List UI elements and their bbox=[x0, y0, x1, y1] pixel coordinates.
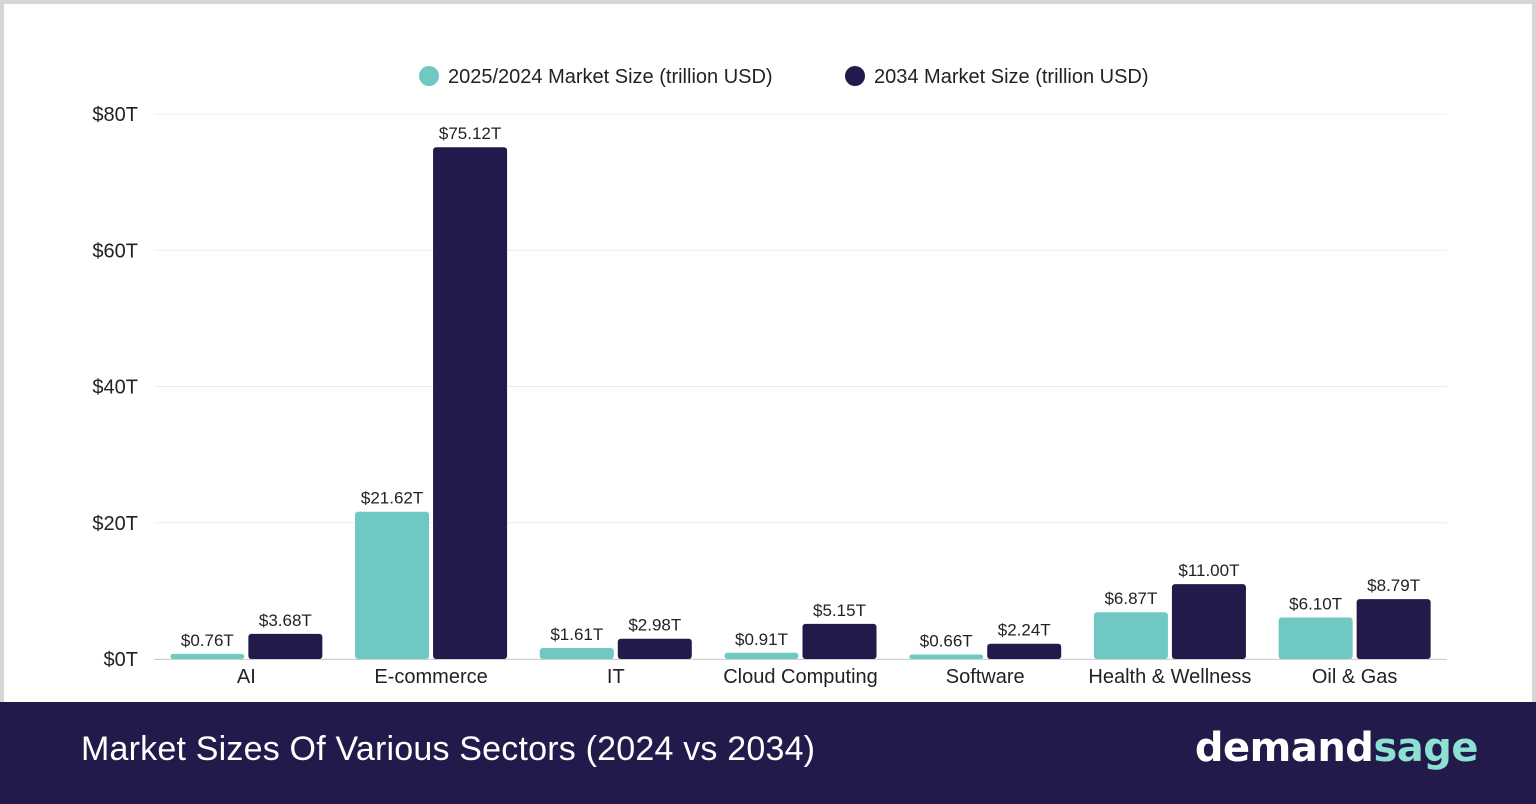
x-tick-label: AI bbox=[237, 666, 256, 688]
x-tick-label: Oil & Gas bbox=[1312, 666, 1398, 688]
bar-series1 bbox=[909, 654, 984, 659]
footer-banner: Market Sizes Of Various Sectors (2024 vs… bbox=[0, 702, 1536, 804]
data-label: $1.61T bbox=[550, 625, 603, 644]
data-label: $3.68T bbox=[259, 611, 312, 630]
x-tick-label: Health & Wellness bbox=[1088, 666, 1251, 688]
chart-title: Market Sizes Of Various Sectors (2024 vs… bbox=[81, 730, 816, 768]
data-label: $75.12T bbox=[439, 124, 501, 143]
bar-series2 bbox=[1171, 584, 1246, 659]
bar-series1 bbox=[1278, 617, 1353, 659]
data-label: $11.00T bbox=[1178, 561, 1239, 580]
legend-swatch-series2 bbox=[845, 66, 865, 86]
bar-series1 bbox=[724, 652, 799, 659]
legend: 2025/2024 Market Size (trillion USD) 2034… bbox=[419, 66, 1149, 88]
y-tick-label: $0T bbox=[104, 649, 138, 671]
legend-swatch-series1 bbox=[419, 66, 439, 86]
bar-series1 bbox=[539, 648, 614, 659]
data-label: $0.76T bbox=[181, 631, 234, 650]
bar-series1 bbox=[1093, 612, 1168, 659]
x-tick-label: Cloud Computing bbox=[723, 666, 878, 688]
grid-lines bbox=[154, 113, 1447, 660]
x-tick-label: IT bbox=[607, 666, 625, 688]
y-tick-label: $40T bbox=[92, 377, 138, 399]
y-tick-label: $20T bbox=[92, 513, 138, 535]
brand-logo-part2: sage bbox=[1373, 725, 1478, 771]
bar-series2 bbox=[433, 147, 508, 659]
bar-series2 bbox=[1356, 599, 1431, 659]
bar-series1 bbox=[355, 511, 430, 659]
bars bbox=[170, 147, 1431, 659]
bar-series2 bbox=[248, 633, 323, 659]
y-axis-ticks: $0T $20T $40T $60T $80T bbox=[92, 104, 138, 671]
data-label: $2.98T bbox=[628, 616, 681, 635]
data-label: $21.62T bbox=[361, 489, 423, 508]
bar-chart: $0T$20T$40T$60T$80T $0.76T$3.68T$21.62T$… bbox=[92, 66, 1447, 688]
data-label: $8.79T bbox=[1367, 576, 1420, 595]
legend-label-series1: 2025/2024 Market Size (trillion USD) bbox=[448, 66, 773, 88]
x-tick-label: Software bbox=[946, 666, 1025, 688]
x-axis-ticks: AI E-commerce IT Cloud Computing Software Hea… bbox=[237, 666, 1398, 688]
bar-series1 bbox=[170, 653, 245, 659]
data-label: $5.15T bbox=[813, 601, 866, 620]
data-label: $6.87T bbox=[1104, 589, 1157, 608]
data-label: $0.66T bbox=[920, 632, 973, 651]
y-tick-label: $80T bbox=[92, 104, 138, 126]
bar-series2 bbox=[802, 623, 877, 659]
data-label: $2.24T bbox=[998, 621, 1051, 640]
bar-series2 bbox=[987, 643, 1062, 659]
data-labels: $0.76T $3.68T $21.62T $75.12T $1.61T $2.98T $0… bbox=[181, 124, 1420, 650]
bar-series2 bbox=[617, 638, 692, 659]
x-tick-label: E-commerce bbox=[374, 666, 487, 688]
brand-logo-part1: demand bbox=[1194, 725, 1374, 771]
y-tick-label: $60T bbox=[92, 240, 138, 262]
legend-label-series2: 2034 Market Size (trillion USD) bbox=[874, 66, 1149, 88]
brand-logo: demandsage bbox=[1194, 725, 1479, 771]
data-label: $6.10T bbox=[1289, 594, 1342, 613]
data-label: $0.91T bbox=[735, 630, 788, 649]
